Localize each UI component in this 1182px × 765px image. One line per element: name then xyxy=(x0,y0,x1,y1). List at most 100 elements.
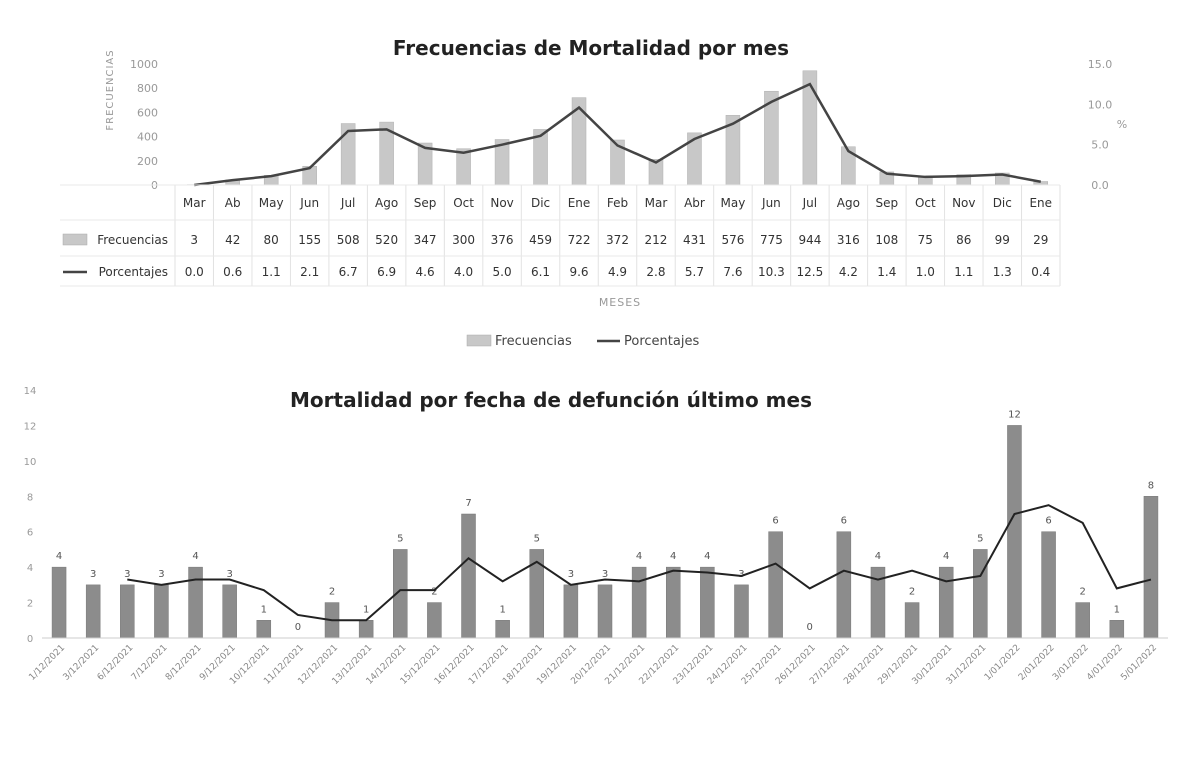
chart-2-data-label: 2 xyxy=(431,587,437,598)
chart-2-bar xyxy=(1109,620,1125,639)
chart-1-legend-porcentajes: Porcentajes xyxy=(624,334,699,349)
chart-2-data-label: 12 xyxy=(1008,409,1021,420)
chart-2-bar xyxy=(563,584,579,639)
chart-1-y2-tick: 10.0 xyxy=(1088,98,1113,111)
chart-1-y-tick: 1000 xyxy=(130,58,158,71)
chart-1-x-tick: Ene xyxy=(1029,196,1052,210)
chart-1-y-tick: 200 xyxy=(137,155,158,168)
chart-2-bar xyxy=(1041,531,1056,639)
chart-1-table-porcentaje: 1.4 xyxy=(877,265,896,279)
chart-2-data-label: 4 xyxy=(192,551,198,562)
chart-2-data-label: 4 xyxy=(670,551,676,562)
chart-2-bar xyxy=(938,566,954,639)
chart-2-y-tick: 2 xyxy=(27,599,33,610)
chart-1-table-porcentaje: 5.7 xyxy=(685,265,704,279)
chart-2-x-tick: 2/01/2022 xyxy=(1017,643,1057,683)
chart-1-x-tick: Dic xyxy=(531,196,550,210)
chart-1-table-frecuencia: 29 xyxy=(1033,233,1048,247)
chart-1-table-frecuencia: 316 xyxy=(837,233,860,247)
chart-2-y-tick: 10 xyxy=(24,457,37,468)
chart-1-x-tick: Ab xyxy=(225,196,241,210)
chart-1-x-tick: Mar xyxy=(645,196,668,210)
chart-2-bar xyxy=(631,566,647,639)
chart-2-bar xyxy=(1075,602,1090,639)
chart-2-data-label: 5 xyxy=(397,533,403,544)
chart-1-x-tick: Jul xyxy=(340,196,355,210)
chart-1-y-tick: 600 xyxy=(137,106,158,119)
chart-1: Frecuencias de Mortalidad por mes0200400… xyxy=(60,36,1127,349)
chart-2-data-label: 4 xyxy=(56,551,62,562)
chart-1-x-tick: Mar xyxy=(183,196,206,210)
chart-2-x-tick: 3/01/2022 xyxy=(1051,643,1091,683)
chart-1-table-porcentaje: 1.0 xyxy=(916,265,935,279)
chart-1-table-porcentaje: 4.6 xyxy=(416,265,435,279)
chart-2-y-tick: 8 xyxy=(27,492,33,503)
chart-2-data-label: 2 xyxy=(1080,587,1086,598)
chart-2-data-label: 6 xyxy=(1045,516,1051,527)
chart-1-legend-key-frecuencias xyxy=(466,334,492,347)
chart-2-bar xyxy=(120,584,135,639)
chart-1-title: Frecuencias de Mortalidad por mes xyxy=(393,36,789,60)
chart-2-data-label: 7 xyxy=(465,498,471,509)
chart-1-table-frecuencia: 212 xyxy=(645,233,668,247)
chart-1-table-frecuencia: 42 xyxy=(225,233,240,247)
chart-2-data-label: 3 xyxy=(738,569,744,580)
chart-1-x-axis-label: MESES xyxy=(599,296,641,309)
chart-2: Mortalidad por fecha de defunción último… xyxy=(24,386,1168,687)
chart-2-bar xyxy=(904,602,920,639)
chart-1-table-frecuencia: 520 xyxy=(375,233,398,247)
chart-2-bar xyxy=(973,549,988,639)
chart-1-x-tick: May xyxy=(259,196,284,210)
chart-2-trend-line xyxy=(127,504,1152,622)
chart-1-table-frecuencia: 108 xyxy=(875,233,898,247)
chart-1-table-porcentaje: 10.3 xyxy=(758,265,785,279)
chart-2-x-tick: 6/12/2021 xyxy=(96,643,136,683)
chart-2-data-label: 1 xyxy=(499,604,505,615)
chart-1-y-tick: 400 xyxy=(137,131,158,144)
chart-2-bar xyxy=(734,584,749,639)
chart-2-x-tick: 1/12/2021 xyxy=(27,643,67,683)
chart-1-table-porcentaje: 4.9 xyxy=(608,265,627,279)
chart-1-table-porcentaje: 0.0 xyxy=(185,265,204,279)
chart-1-x-tick: Oct xyxy=(915,196,936,210)
chart-2-data-label: 1 xyxy=(1114,604,1120,615)
chart-1-y2-axis-label: % xyxy=(1117,118,1127,131)
chart-2-bar xyxy=(85,584,101,639)
chart-2-data-label: 6 xyxy=(772,516,778,527)
chart-1-table-frecuencia: 508 xyxy=(337,233,360,247)
chart-2-data-label: 4 xyxy=(943,551,949,562)
chart-1-table-frecuencia: 775 xyxy=(760,233,783,247)
chart-1-table-frecuencia: 80 xyxy=(264,233,279,247)
chart-1-x-tick: Ago xyxy=(837,196,860,210)
chart-2-bar xyxy=(495,620,510,639)
chart-2-data-label: 3 xyxy=(602,569,608,580)
chart-1-x-tick: Oct xyxy=(453,196,474,210)
chart-2-x-tick: 4/01/2022 xyxy=(1085,643,1125,683)
chart-1-porcentajes-line xyxy=(194,82,1041,187)
chart-2-data-label: 0 xyxy=(295,622,301,633)
chart-2-data-label: 3 xyxy=(158,569,164,580)
chart-2-data-label: 8 xyxy=(1148,480,1154,491)
chart-2-x-tick: 1/01/2022 xyxy=(983,643,1023,683)
chart-2-y-tick: 14 xyxy=(24,386,37,397)
chart-2-data-label: 3 xyxy=(568,569,574,580)
chart-2-data-label: 3 xyxy=(226,569,232,580)
chart-2-data-label: 1 xyxy=(363,604,369,615)
chart-2-bar xyxy=(51,566,67,639)
chart-2-title: Mortalidad por fecha de defunción último… xyxy=(290,388,812,412)
chart-2-bar xyxy=(597,584,613,639)
chart-2-bar xyxy=(222,584,237,639)
chart-2-data-label: 4 xyxy=(704,551,710,562)
chart-2-x-tick: 7/12/2021 xyxy=(130,643,170,683)
chart-1-x-tick: Dic xyxy=(993,196,1012,210)
chart-1-x-tick: Nov xyxy=(490,196,513,210)
chart-2-bar xyxy=(836,531,852,639)
chart-2-y-tick: 0 xyxy=(27,634,33,645)
chart-2-bar xyxy=(700,566,715,639)
chart-1-table-frecuencia: 3 xyxy=(190,233,198,247)
chart-1-x-tick: Sep xyxy=(414,196,437,210)
chart-1-x-tick: Sep xyxy=(876,196,899,210)
chart-1-bar xyxy=(340,123,356,186)
chart-1-table-frecuencia: 722 xyxy=(568,233,591,247)
